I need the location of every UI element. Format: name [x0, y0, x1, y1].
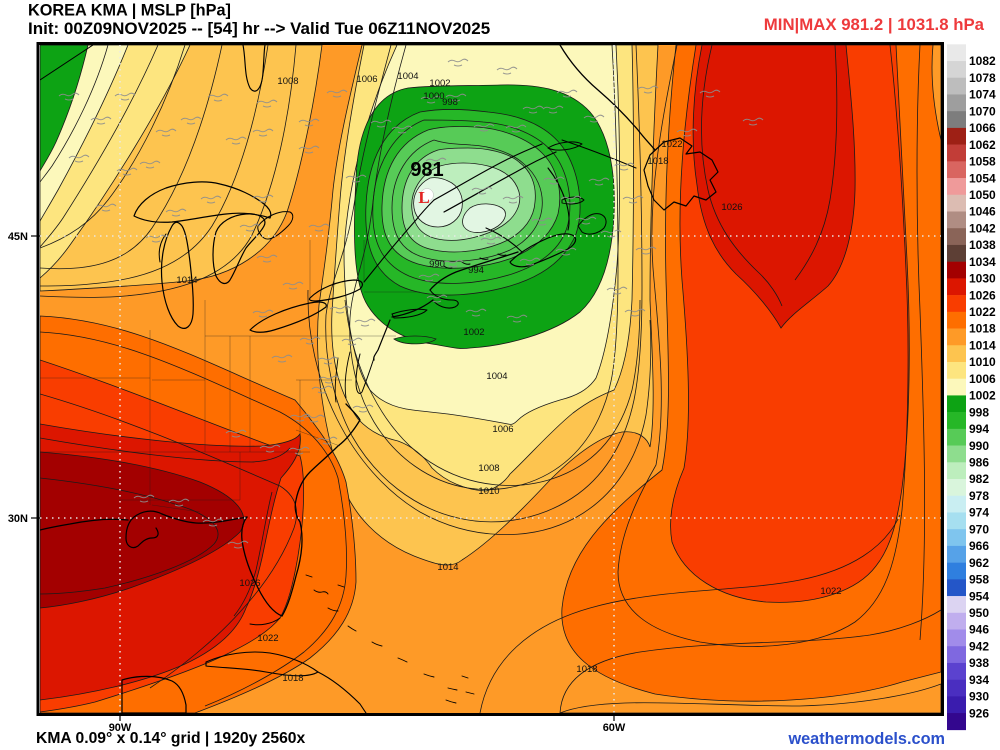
svg-text:1030: 1030: [969, 272, 996, 286]
svg-text:30N: 30N: [8, 513, 28, 525]
svg-text:L: L: [418, 188, 429, 207]
svg-text:weathermodels.com: weathermodels.com: [787, 730, 945, 748]
svg-text:1000: 1000: [423, 91, 444, 102]
svg-text:994: 994: [468, 265, 484, 276]
svg-text:1002: 1002: [463, 327, 484, 338]
svg-text:1042: 1042: [969, 221, 996, 235]
svg-text:930: 930: [969, 690, 989, 704]
svg-text:998: 998: [969, 405, 989, 419]
svg-text:1046: 1046: [969, 205, 996, 219]
svg-text:1014: 1014: [176, 275, 197, 286]
svg-text:1058: 1058: [969, 155, 996, 169]
svg-text:946: 946: [969, 623, 989, 637]
svg-text:45N: 45N: [8, 231, 28, 243]
svg-text:1026: 1026: [969, 288, 996, 302]
svg-text:998: 998: [442, 97, 458, 108]
svg-text:1014: 1014: [969, 339, 996, 353]
svg-text:1062: 1062: [969, 138, 996, 152]
svg-text:1050: 1050: [969, 188, 996, 202]
svg-text:1070: 1070: [969, 104, 996, 118]
svg-text:1010: 1010: [969, 355, 996, 369]
svg-text:1006: 1006: [356, 74, 377, 85]
svg-text:1018: 1018: [969, 322, 996, 336]
svg-text:90W: 90W: [109, 722, 132, 734]
svg-text:981: 981: [410, 159, 443, 181]
svg-text:986: 986: [969, 456, 989, 470]
svg-text:1026: 1026: [721, 202, 742, 213]
svg-text:990: 990: [969, 439, 989, 453]
svg-text:1018: 1018: [282, 673, 303, 684]
svg-text:1006: 1006: [969, 372, 996, 386]
svg-text:1004: 1004: [397, 71, 418, 82]
svg-text:1074: 1074: [969, 88, 996, 102]
svg-text:1038: 1038: [969, 238, 996, 252]
svg-text:970: 970: [969, 522, 989, 536]
svg-text:1022: 1022: [820, 586, 841, 597]
svg-text:1006: 1006: [492, 424, 513, 435]
svg-text:1066: 1066: [969, 121, 996, 135]
svg-text:994: 994: [969, 422, 989, 436]
svg-text:1002: 1002: [969, 389, 996, 403]
svg-text:1018: 1018: [647, 156, 668, 167]
svg-text:974: 974: [969, 506, 989, 520]
svg-text:1082: 1082: [969, 54, 996, 68]
svg-text:KMA 0.09° x 0.14° grid | 1920y: KMA 0.09° x 0.14° grid | 1920y 2560x: [36, 730, 306, 747]
svg-text:958: 958: [969, 573, 989, 587]
svg-text:934: 934: [969, 673, 989, 687]
svg-text:1010: 1010: [478, 486, 499, 497]
svg-text:1004: 1004: [486, 371, 507, 382]
svg-text:KOREA KMA | MSLP [hPa]: KOREA KMA | MSLP [hPa]: [28, 2, 231, 20]
svg-text:1022: 1022: [969, 305, 996, 319]
svg-text:60W: 60W: [603, 722, 626, 734]
svg-text:950: 950: [969, 606, 989, 620]
svg-text:1002: 1002: [429, 78, 450, 89]
svg-text:Init: 00Z09NOV2025 -- [54] hr: Init: 00Z09NOV2025 -- [54] hr --> Valid …: [28, 19, 490, 38]
svg-text:1014: 1014: [437, 562, 458, 573]
svg-text:1018: 1018: [576, 664, 597, 675]
svg-text:954: 954: [969, 589, 989, 603]
svg-text:1026: 1026: [239, 578, 260, 589]
svg-text:926: 926: [969, 706, 989, 720]
svg-text:1078: 1078: [969, 71, 996, 85]
svg-text:1022: 1022: [257, 633, 278, 644]
svg-text:MIN|MAX 981.2 | 1031.8 hPa: MIN|MAX 981.2 | 1031.8 hPa: [764, 15, 985, 34]
svg-text:978: 978: [969, 489, 989, 503]
svg-text:938: 938: [969, 656, 989, 670]
svg-text:982: 982: [969, 472, 989, 486]
svg-text:962: 962: [969, 556, 989, 570]
svg-text:1008: 1008: [277, 76, 298, 87]
svg-text:966: 966: [969, 539, 989, 553]
svg-text:990: 990: [429, 259, 445, 270]
svg-text:1034: 1034: [969, 255, 996, 269]
svg-text:1054: 1054: [969, 171, 996, 185]
svg-text:942: 942: [969, 639, 989, 653]
svg-text:1022: 1022: [661, 139, 682, 150]
svg-text:1008: 1008: [478, 463, 499, 474]
